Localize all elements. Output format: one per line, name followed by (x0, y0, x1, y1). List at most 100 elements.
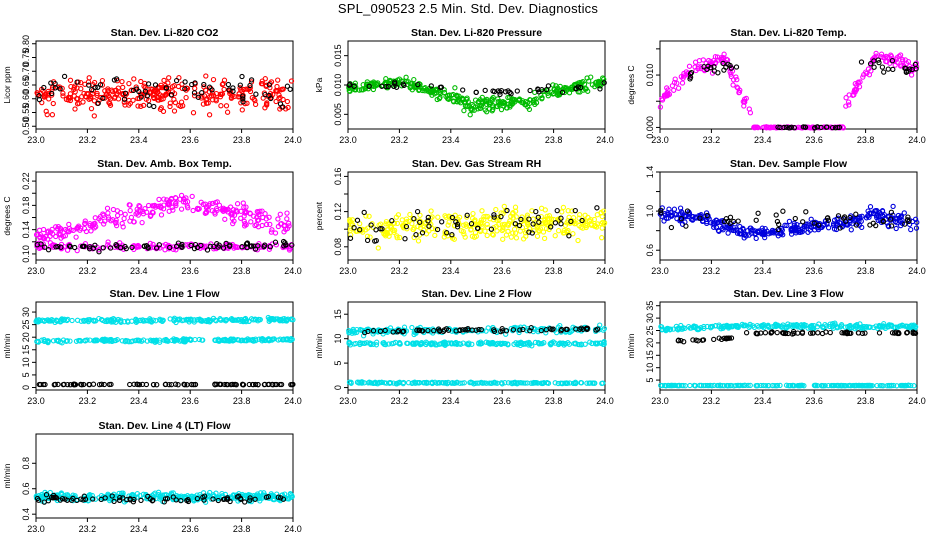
point-black (214, 241, 220, 247)
point-magenta-high (259, 208, 265, 214)
point-cyan-low (733, 382, 739, 389)
point-cyan-upper (242, 315, 249, 322)
point-magenta-high (234, 201, 241, 207)
point-black (871, 64, 877, 70)
point-yellow (512, 204, 519, 210)
point-yellow (394, 220, 401, 227)
y-tick-label: 0.75 (21, 49, 31, 67)
point-cyan-low (745, 382, 751, 389)
point-bands (274, 83, 280, 90)
point-yellow (404, 219, 410, 225)
point-cyan-upper (411, 329, 417, 335)
point-cyan-upper (875, 325, 881, 332)
point-black (151, 103, 157, 110)
point-black (280, 104, 286, 110)
point-black (781, 124, 787, 131)
point-black (417, 219, 423, 225)
point-yellow (513, 235, 520, 241)
point-black (48, 494, 55, 501)
point-cyan-upper (726, 324, 732, 330)
point-magenta (736, 89, 742, 96)
point-magenta-high (100, 212, 107, 218)
point-green (422, 88, 428, 94)
point-cyan-low (902, 382, 909, 389)
point-yellow (391, 227, 398, 234)
point-blue (856, 222, 862, 228)
point-black (86, 381, 92, 388)
point-magenta-high (242, 210, 248, 216)
point-cyan-upper (698, 325, 704, 331)
point-magenta-high (189, 193, 195, 200)
point-black (499, 326, 505, 332)
point-black (791, 125, 797, 131)
point-bands (252, 101, 259, 108)
point-black (434, 226, 441, 233)
point-cyan-low (416, 379, 422, 386)
point-black (684, 208, 691, 214)
point-black (167, 244, 173, 251)
point-cyan-upper (783, 324, 789, 330)
y-tick-label: 0.50 (21, 117, 31, 135)
point-magenta-high (165, 201, 171, 207)
point-black (425, 214, 431, 221)
point-yellow (509, 211, 516, 217)
point-black (853, 222, 860, 228)
point-magenta (746, 106, 752, 112)
point-yellow (483, 213, 489, 220)
point-bands (169, 83, 176, 90)
point-yellow (580, 225, 586, 231)
point-cyan-upper (365, 326, 371, 332)
point-black (475, 225, 481, 231)
point-blue (718, 219, 724, 226)
point-yellow (462, 234, 468, 240)
x-tick-label: 23.4 (130, 396, 148, 406)
point-cyan-low (552, 380, 558, 386)
point-cyan-upper (795, 324, 801, 330)
point-green (358, 87, 365, 93)
point-yellow (576, 222, 582, 229)
point-cyan-mid (478, 341, 484, 347)
point-cyan-upper (281, 317, 287, 324)
point-yellow (400, 222, 406, 229)
point-cyan-low (381, 380, 388, 386)
point-cyan-low (874, 382, 880, 389)
panel-title: Stan. Dev. Line 2 Flow (421, 288, 532, 300)
point-black (122, 90, 129, 96)
point-cyan-mid (347, 342, 354, 348)
point-yellow (504, 222, 511, 228)
point-blue (831, 226, 838, 232)
point-bands (171, 96, 177, 103)
point-green (437, 94, 443, 101)
point-yellow (536, 227, 542, 234)
point-yellow (347, 227, 353, 233)
panel-title: Stan. Dev. Line 1 Flow (109, 288, 220, 300)
point-cyan-low (570, 380, 576, 387)
y-tick-label: 0.8 (21, 457, 31, 470)
point-black (839, 330, 845, 336)
point-magenta-high (40, 226, 47, 233)
point-black (902, 65, 908, 71)
point-bands (279, 86, 285, 92)
point-magenta (852, 81, 858, 87)
point-magenta-high (87, 221, 93, 227)
point-black (86, 246, 93, 252)
x-tick-label: 23.8 (857, 266, 875, 276)
point-black (873, 222, 879, 229)
point-magenta-high (168, 196, 175, 202)
point-black (221, 496, 228, 502)
panel-title: Stan. Dev. Li-820 Pressure (411, 27, 542, 39)
point-blue (855, 215, 861, 222)
x-tick-label: 23.0 (651, 266, 669, 276)
point-green (477, 105, 484, 111)
point-green (396, 76, 403, 82)
point-bands (166, 75, 172, 81)
point-black (453, 328, 459, 334)
point-bands (85, 91, 91, 97)
point-bands (220, 81, 226, 87)
point-cyan-lower (77, 337, 83, 344)
point-cyan-lower (151, 337, 157, 344)
point-magenta-high (105, 216, 112, 222)
point-cyan-mid (414, 340, 420, 346)
point-black (782, 330, 789, 337)
point-cyan-low (522, 380, 528, 386)
